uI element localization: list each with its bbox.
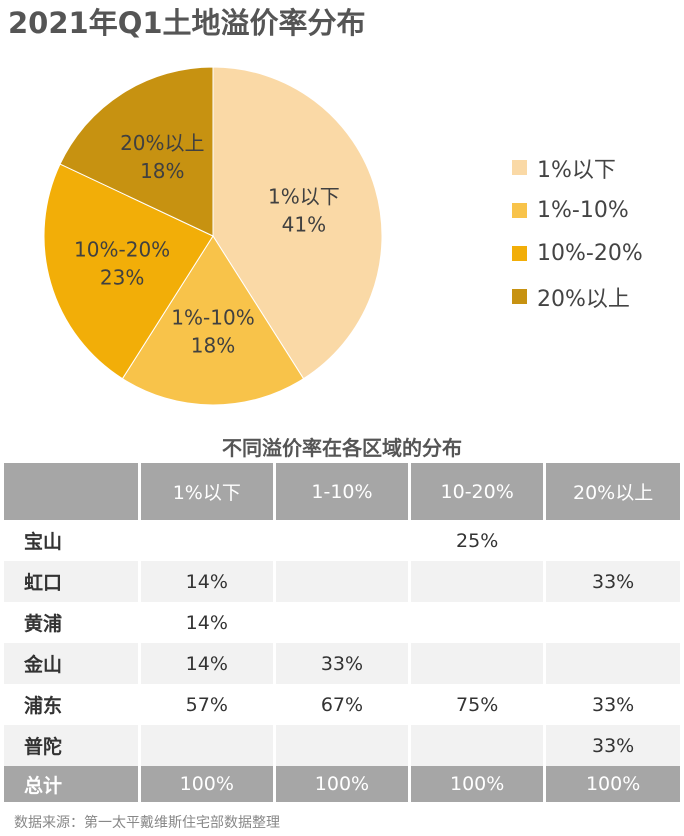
legend-label: 1%-10%	[537, 198, 629, 223]
legend-swatch	[512, 203, 527, 218]
legend-item: 10%-20%	[512, 232, 643, 275]
district-cell: 金山	[4, 643, 140, 684]
table-cell	[272, 520, 410, 561]
table-cell: 14%	[137, 643, 275, 684]
table-cell: 33%	[272, 643, 410, 684]
header-cell: 1%以下	[137, 463, 275, 520]
source-note: 数据来源：第一太平戴维斯住宅部数据整理	[14, 815, 280, 831]
table-row: 黄浦 14%	[4, 602, 680, 643]
slice-value-label: 23%	[100, 265, 144, 289]
legend-label: 20%以上	[537, 286, 630, 312]
district-cell: 浦东	[4, 684, 140, 725]
table-cell	[272, 725, 410, 766]
chart-legend: 1%以下 1%-10% 10%-20% 20%以上	[512, 146, 643, 318]
pie-slice	[59, 66, 214, 237]
table-cell: 33%	[543, 561, 680, 602]
table-cell	[543, 520, 680, 561]
district-cell: 宝山	[4, 520, 140, 561]
slice-value-label: 18%	[140, 159, 184, 183]
pie-slice	[212, 66, 383, 380]
table-total-row: 总计 100% 100% 100% 100%	[4, 766, 680, 802]
table-cell	[137, 725, 275, 766]
legend-label: 10%-20%	[537, 241, 643, 266]
legend-swatch	[512, 160, 527, 175]
table-title: 不同溢价率在各区域的分布	[222, 436, 462, 460]
total-label-cell: 总计	[4, 766, 140, 802]
header-cell	[4, 463, 140, 520]
total-cell: 100%	[137, 766, 275, 802]
chart-title: 2021年Q1土地溢价率分布	[8, 6, 366, 40]
table-cell	[137, 520, 275, 561]
table-header-row: 1%以下 1-10% 10-20% 20%以上	[4, 463, 680, 520]
legend-swatch	[512, 289, 527, 304]
table-cell: 33%	[543, 684, 680, 725]
table-cell	[408, 725, 545, 766]
table-cell: 25%	[408, 520, 545, 561]
header-cell: 10-20%	[408, 463, 545, 520]
slice-value-label: 41%	[282, 213, 326, 237]
table-cell	[408, 643, 545, 684]
legend-item: 1%-10%	[512, 189, 643, 232]
table-row: 金山 14% 33%	[4, 643, 680, 684]
table-cell	[408, 602, 545, 643]
table-cell: 57%	[137, 684, 275, 725]
slice-category-label: 1%-10%	[171, 306, 254, 330]
total-cell: 100%	[408, 766, 545, 802]
total-cell: 100%	[543, 766, 680, 802]
table-cell: 14%	[137, 561, 275, 602]
table-cell	[272, 561, 410, 602]
table-row: 普陀 33%	[4, 725, 680, 766]
table-cell: 33%	[543, 725, 680, 766]
district-cell: 虹口	[4, 561, 140, 602]
pie-chart: 1%以下 41% 1%-10% 18% 10%-20% 23% 20%以上 18%	[43, 66, 383, 406]
pie-slice	[43, 163, 214, 380]
table-row: 宝山 25%	[4, 520, 680, 561]
table-cell	[543, 643, 680, 684]
table-cell: 14%	[137, 602, 275, 643]
legend-label: 1%以下	[537, 157, 616, 183]
table-cell	[543, 602, 680, 643]
legend-swatch	[512, 246, 527, 261]
table-row: 浦东 57% 67% 75% 33%	[4, 684, 680, 725]
slice-category-label: 1%以下	[268, 185, 340, 209]
slice-value-label: 18%	[191, 334, 235, 358]
table-cell: 75%	[408, 684, 545, 725]
pie-slice	[121, 235, 305, 406]
table-cell	[408, 561, 545, 602]
header-cell: 20%以上	[543, 463, 680, 520]
total-cell: 100%	[272, 766, 410, 802]
slice-category-label: 10%-20%	[74, 237, 170, 261]
district-cell: 黄浦	[4, 602, 140, 643]
distribution-table: 1%以下 1-10% 10-20% 20%以上 宝山 25% 虹口 14% 33…	[4, 463, 680, 802]
table-cell	[272, 602, 410, 643]
table-cell: 67%	[272, 684, 410, 725]
district-cell: 普陀	[4, 725, 140, 766]
legend-item: 20%以上	[512, 275, 643, 318]
legend-item: 1%以下	[512, 146, 643, 189]
header-cell: 1-10%	[272, 463, 410, 520]
table-row: 虹口 14% 33%	[4, 561, 680, 602]
slice-category-label: 20%以上	[120, 131, 204, 155]
